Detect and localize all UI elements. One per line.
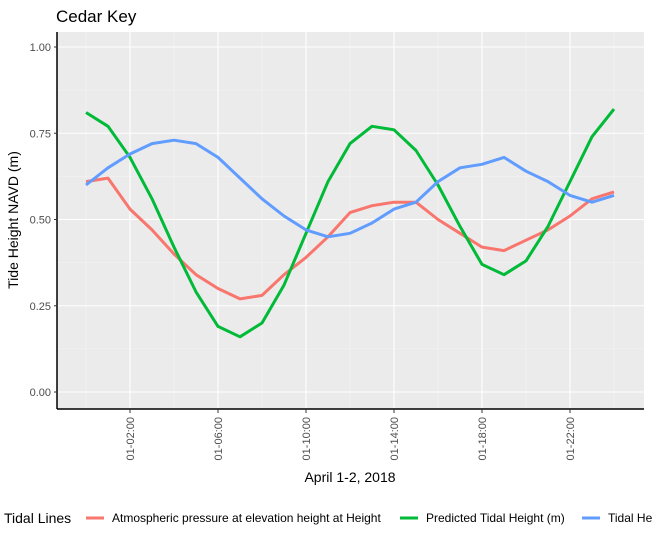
y-axis-title: Tide Height NAVD (m) xyxy=(5,151,21,289)
x-axis-title: April 1-2, 2018 xyxy=(304,469,395,485)
y-tick-label: 0.75 xyxy=(30,128,51,140)
major-gridlines xyxy=(57,32,644,409)
x-tick-label: 01-18:00 xyxy=(477,417,489,460)
legend-label-2: Predicted Tidal Height (m) xyxy=(426,511,565,525)
x-tick-label: 01-10:00 xyxy=(301,417,313,460)
legend-title: Tidal Lines xyxy=(4,510,71,526)
x-tick-label: 01-22:00 xyxy=(565,417,577,460)
y-tick-label: 0.25 xyxy=(30,301,51,313)
series-line-3 xyxy=(85,138,615,239)
y-tick-label: 0.00 xyxy=(30,387,51,399)
series-lines xyxy=(85,108,616,339)
x-tick-label: 01-02:00 xyxy=(125,417,137,460)
x-tick-label: 01-06:00 xyxy=(213,417,225,460)
y-tick-label: 1.00 xyxy=(30,42,51,54)
series-line-2 xyxy=(85,108,616,339)
y-axis-ticks: 0.00 0.25 0.50 0.75 1.00 xyxy=(30,42,57,399)
series-line-1 xyxy=(85,176,615,301)
legend: Tidal Lines Atmospheric pressure at elev… xyxy=(4,510,652,526)
plot-panel xyxy=(57,32,644,409)
x-tick-label: 01-14:00 xyxy=(389,417,401,460)
chart-title: Cedar Key xyxy=(56,7,137,26)
x-axis-ticks: 01-02:00 01-06:00 01-10:00 01-14:00 01-18:00… xyxy=(125,409,577,460)
legend-label-3: Tidal Height (m) xyxy=(608,511,652,525)
legend-label-1: Atmospheric pressure at elevation height… xyxy=(112,511,381,525)
y-tick-label: 0.50 xyxy=(30,215,51,227)
